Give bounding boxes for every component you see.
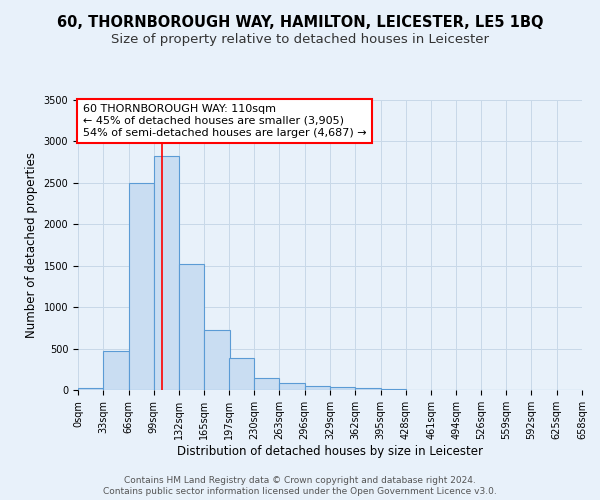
Text: 60, THORNBOROUGH WAY, HAMILTON, LEICESTER, LE5 1BQ: 60, THORNBOROUGH WAY, HAMILTON, LEICESTE…	[57, 15, 543, 30]
Bar	[229, 358, 254, 390]
Bar	[280, 384, 305, 390]
Bar	[179, 264, 205, 390]
Text: Contains HM Land Registry data © Crown copyright and database right 2024.: Contains HM Land Registry data © Crown c…	[124, 476, 476, 485]
Bar	[128, 183, 154, 390]
Y-axis label: Number of detached properties: Number of detached properties	[25, 152, 38, 338]
Text: 60 THORNBOROUGH WAY: 110sqm
← 45% of detached houses are smaller (3,905)
54% of : 60 THORNBOROUGH WAY: 110sqm ← 45% of det…	[83, 104, 367, 138]
Bar	[78, 388, 103, 390]
Text: Contains public sector information licensed under the Open Government Licence v3: Contains public sector information licen…	[103, 487, 497, 496]
Bar	[330, 387, 355, 390]
Text: Size of property relative to detached houses in Leicester: Size of property relative to detached ho…	[111, 32, 489, 46]
Bar	[103, 351, 128, 390]
Bar	[355, 388, 380, 390]
Bar	[154, 156, 179, 390]
X-axis label: Distribution of detached houses by size in Leicester: Distribution of detached houses by size …	[177, 444, 483, 458]
Bar	[305, 386, 330, 390]
Bar	[205, 330, 230, 390]
Bar	[254, 378, 280, 390]
Bar	[380, 389, 406, 390]
